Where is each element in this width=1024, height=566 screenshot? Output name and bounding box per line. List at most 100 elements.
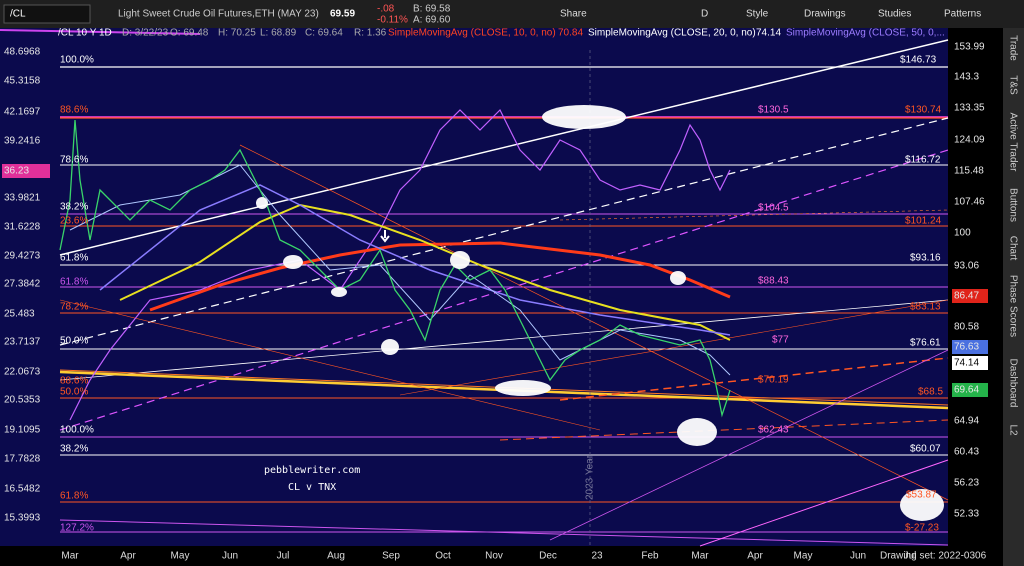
right-axis-label: 56.23 — [954, 478, 979, 489]
highlight — [283, 255, 303, 269]
trend-line — [59, 117, 949, 346]
legend-range: R: 1.36 — [354, 28, 387, 39]
right-axis-label: 86.47 — [954, 291, 979, 302]
fib-label: 23.6% — [60, 216, 88, 227]
style-button[interactable]: Style — [746, 9, 769, 20]
price-target: $130.5 — [758, 105, 789, 116]
x-axis-bg — [0, 546, 1003, 566]
highlight — [256, 197, 268, 209]
left-axis-label: 17.7828 — [4, 454, 41, 465]
trend-line — [239, 144, 949, 501]
left-axis-label: 31.6228 — [4, 222, 41, 233]
price-target: $116.72 — [905, 155, 941, 166]
bid: B: 69.58 — [413, 4, 451, 15]
right-axis-label: 60.43 — [954, 447, 979, 458]
highlight — [450, 251, 470, 269]
trend-line — [559, 209, 949, 221]
price-target: $68.5 — [918, 387, 943, 398]
left-axis-label: 22.0673 — [4, 367, 41, 378]
left-axis-label: 33.9821 — [4, 193, 41, 204]
symbol-box[interactable] — [3, 4, 91, 24]
legend-high: H: 70.25 — [218, 28, 256, 39]
legend-date: D: 3/22/23 — [122, 28, 169, 39]
right-axis-label: 143.3 — [954, 72, 979, 83]
fib-label: 78.2% — [60, 302, 88, 313]
price-target: $53.87 — [906, 490, 937, 501]
side-tab[interactable]: T&S — [1007, 75, 1018, 95]
x-axis-label: Aug — [327, 551, 345, 562]
right-axis-label: 133.35 — [954, 103, 985, 114]
fib-label: 61.8% — [60, 277, 88, 288]
price-target: $70.19 — [758, 375, 789, 386]
trend-line — [59, 299, 601, 431]
legend-sma10-value: 70.84 — [558, 28, 583, 39]
trend-line — [59, 39, 949, 256]
left-axis-label: 23.7137 — [4, 337, 41, 348]
left-axis-label: 19.1095 — [4, 425, 41, 436]
share-button[interactable]: Share — [560, 9, 587, 20]
highlight — [900, 489, 944, 521]
price-target: $101.24 — [905, 216, 942, 227]
side-tab[interactable]: Buttons — [1007, 188, 1018, 222]
legend-open: O: 69.48 — [170, 28, 209, 39]
side-tab[interactable]: Chart — [1007, 236, 1018, 261]
legend-sma20: SimpleMovingAvg (CLOSE, 20, 0, no) — [588, 28, 756, 39]
fib-label: 38.2% — [60, 444, 88, 455]
highlight — [381, 339, 399, 355]
x-axis-label: Jun — [850, 551, 866, 562]
price-target: $130.74 — [905, 105, 942, 116]
left-axis-label: 20.5353 — [4, 395, 41, 406]
studies-button[interactable]: Studies — [878, 9, 911, 20]
side-tab[interactable]: Active Trader — [1007, 113, 1018, 173]
trend-line — [59, 519, 949, 546]
fib-label: 50.0% — [60, 387, 88, 398]
right-axis-highlight — [952, 340, 988, 354]
change: -.08 — [377, 4, 395, 15]
x-axis-label: Jun — [222, 551, 238, 562]
side-tab[interactable]: L2 — [1007, 424, 1018, 436]
left-axis-label: 29.4273 — [4, 251, 41, 262]
fib-label: 100.0% — [60, 55, 94, 66]
watermark-caption: CL v TNX — [288, 482, 336, 493]
patterns-button[interactable]: Patterns — [944, 9, 981, 20]
x-axis-label: Dec — [539, 551, 557, 562]
symbol[interactable]: /CL — [10, 9, 26, 20]
legend-sma20-value: 74.14 — [756, 28, 781, 39]
right-axis-highlight — [952, 289, 988, 303]
right-axis-label: 74.14 — [954, 358, 979, 369]
price-target: $62.43 — [758, 425, 789, 436]
trend-line — [59, 299, 949, 381]
left-axis-label: 25.483 — [4, 309, 35, 320]
fib-label: 127.2% — [60, 523, 94, 534]
highlight — [677, 418, 717, 446]
x-axis-label: May — [794, 551, 813, 562]
price — [59, 119, 731, 418]
price-target: $88.43 — [758, 276, 789, 287]
fib-label: 61.8% — [60, 253, 88, 264]
x-axis-label: Nov — [485, 551, 503, 562]
right-axis-bg — [948, 28, 1003, 546]
right-axis-label: 115.48 — [954, 166, 984, 177]
timeframe-button[interactable]: D — [701, 9, 708, 20]
side-tab[interactable]: Dashboard — [1007, 359, 1018, 408]
drawings-button[interactable]: Drawings — [804, 9, 846, 20]
price-target: $83.13 — [910, 302, 941, 313]
left-axis-label: 39.2416 — [4, 136, 41, 147]
side-tabs-bg — [1003, 28, 1024, 566]
price-target: $104.5 — [758, 203, 789, 214]
side-tab[interactable]: Trade — [1007, 35, 1018, 61]
side-tab[interactable]: Phase Scores — [1007, 275, 1018, 337]
fib-label: 100.0% — [60, 425, 94, 436]
x-axis-label: Feb — [641, 551, 659, 562]
highlight — [542, 105, 626, 129]
trend-line — [549, 349, 949, 541]
price-target: $-27.23 — [905, 523, 939, 534]
price-target: $76.61 — [910, 338, 941, 349]
right-axis-label: 107.46 — [954, 197, 985, 208]
right-axis-label: 80.58 — [954, 322, 979, 333]
trend-line — [699, 459, 949, 547]
right-axis-highlight — [952, 383, 988, 397]
left-axis-label: 42.1697 — [4, 107, 41, 118]
